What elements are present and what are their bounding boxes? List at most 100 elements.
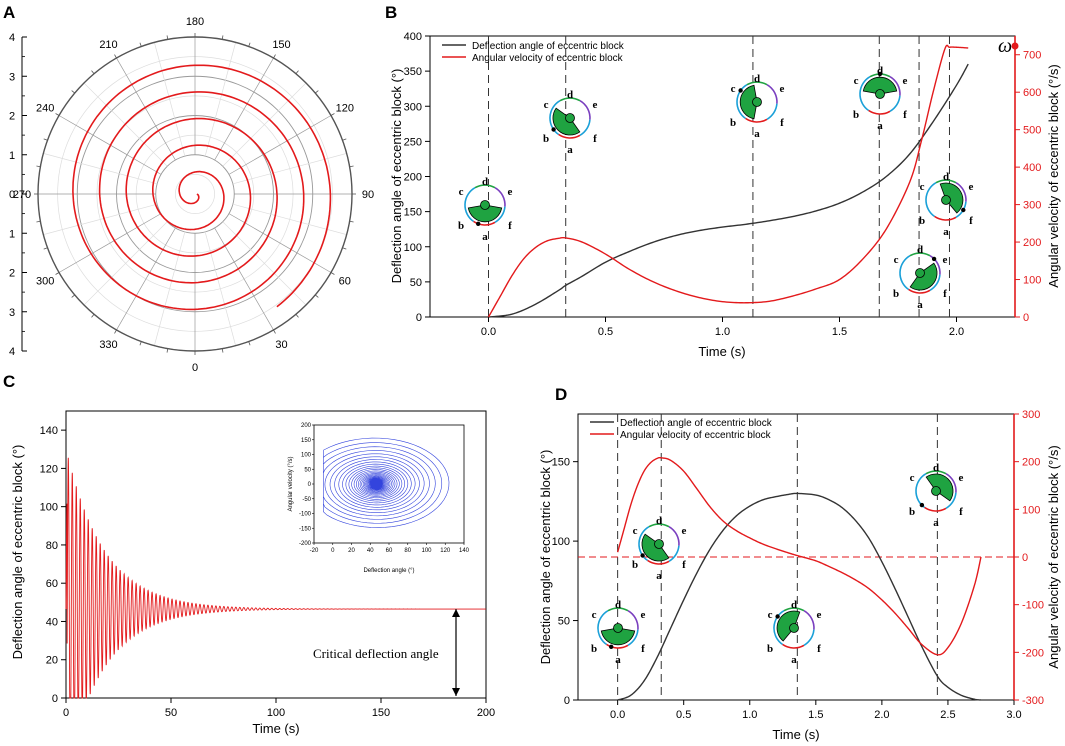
glyph-label: c [633, 525, 638, 537]
x-tick-label: 2.0 [949, 326, 964, 338]
y-tick-label-right: 200 [1023, 237, 1041, 249]
glyph-label: b [543, 133, 549, 145]
radial-tick-label: 4 [9, 32, 15, 44]
polar-spoke [222, 82, 307, 167]
x-tick-label: 50 [165, 707, 177, 719]
critical-angle-annotation: Critical deflection angle [313, 646, 439, 661]
angle-label: 240 [36, 103, 54, 115]
omega-label: ω [998, 35, 1012, 57]
y-tick-label: 20 [46, 655, 58, 667]
angular-velocity-line [616, 456, 982, 656]
polar-tick [71, 294, 75, 298]
hub [931, 486, 941, 496]
glyph-label: e [959, 472, 964, 484]
green-sector [909, 262, 938, 291]
ring-arc [746, 81, 768, 86]
x-tick-label: 0 [63, 707, 69, 719]
panel-d-chart: 0.0 0.5 1.0 1.5 2.0 2.5 3.0 0 50 100 150 -300 -200… [538, 409, 1061, 742]
green-sector [862, 76, 898, 95]
glyph-label: a [917, 299, 923, 311]
angle-label: 300 [36, 276, 54, 288]
polar-tick [315, 294, 319, 298]
ring-arc [607, 607, 629, 612]
glyph-label: c [731, 83, 736, 95]
glyph-label: d [917, 244, 923, 256]
ring-arc [929, 255, 941, 275]
ring-arc [925, 470, 947, 475]
y-tick-label-right: 0 [1023, 312, 1029, 324]
y-axis-label-left: Deflection angle of eccentric block (°) [389, 69, 404, 284]
ring-arc [647, 559, 670, 565]
y-axis-label-right: Angular velocity of eccentric block (°/s… [1046, 64, 1061, 287]
y-tick-label-right: 200 [1022, 457, 1040, 469]
ring-arc [934, 215, 957, 221]
angle-label: 210 [99, 39, 117, 51]
polar-tick [36, 220, 41, 223]
glyph-label: a [791, 654, 797, 666]
ring-arc [668, 545, 680, 562]
legend-entry-deflection: Deflection angle of eccentric block [620, 418, 773, 429]
x-tick-label: 0.0 [481, 326, 496, 338]
glyph-label: b [730, 117, 736, 129]
inset-y-tick-label: -150 [299, 526, 312, 532]
hub [480, 200, 490, 210]
glyph-label: a [943, 226, 949, 238]
glyph-label: d [943, 171, 949, 183]
glyph-label: f [903, 109, 907, 121]
y-tick-label-right: 700 [1023, 50, 1041, 62]
ring-arc [627, 610, 639, 630]
y-tick-label-left: 150 [404, 207, 422, 219]
glyph-label: e [641, 609, 646, 621]
panel-b-chart: 0.0 0.5 1.0 1.5 2.0 0 50 100 150 200 250 300 350 400… [389, 31, 1061, 359]
y-axis-label: Deflection angle of eccentric block (°) [10, 445, 25, 660]
polar-tick [273, 329, 276, 334]
polar-tick [330, 113, 335, 116]
radial-tick-label: 1 [9, 150, 15, 162]
y-tick-label: 100 [40, 502, 58, 514]
radial-tick-label: 0 [9, 189, 15, 201]
position-dot [551, 127, 556, 132]
radial-tick-label: 3 [9, 71, 15, 83]
y-tick-label: 80 [46, 540, 58, 552]
ring-arc [606, 643, 629, 649]
ring-arc [859, 76, 871, 112]
ring-arc [782, 643, 805, 649]
polar-spoke [154, 42, 186, 157]
polar-spoke [83, 221, 168, 306]
y-tick-label-right: 300 [1022, 409, 1040, 421]
inset-x-tick-label: 40 [367, 548, 374, 554]
ring-arc [473, 220, 496, 226]
ring-arc [803, 629, 815, 646]
glyph-label: a [933, 517, 939, 529]
hub [654, 539, 664, 549]
y-tick-label-left: 250 [404, 136, 422, 148]
glyph-label: d [754, 73, 760, 85]
polar-tick [166, 35, 169, 40]
eccentric-block-diagram: a b c d e f [853, 65, 908, 132]
eccentric-block-diagram: a b c d e f [909, 462, 964, 529]
glyph-label: f [682, 559, 686, 571]
glyph-label: b [591, 643, 597, 655]
ring-arc [559, 97, 581, 102]
polar-tick [315, 90, 319, 94]
position-dot [931, 256, 937, 262]
ring-arc [579, 119, 591, 136]
y-axis-label-left: Deflection angle of eccentric block (°) [538, 450, 553, 665]
x-tick-label: 2.5 [940, 709, 955, 721]
y-tick-label-right: 500 [1023, 125, 1041, 137]
angle-label: 60 [339, 276, 351, 288]
legend-entry-deflection: Deflection angle of eccentric block [472, 41, 625, 52]
ring-arc [915, 473, 927, 509]
inset-y-tick-label: 50 [304, 467, 311, 473]
hub [941, 195, 951, 205]
glyph-label: b [458, 220, 464, 232]
polar-tick [91, 70, 95, 74]
polar-spoke [204, 231, 236, 346]
glyph-label: e [593, 99, 598, 111]
green-sector [776, 610, 801, 642]
ring-arc [736, 84, 748, 120]
radial-tick-label: 1 [9, 228, 15, 240]
inset-y-tick-label: 150 [301, 438, 312, 444]
